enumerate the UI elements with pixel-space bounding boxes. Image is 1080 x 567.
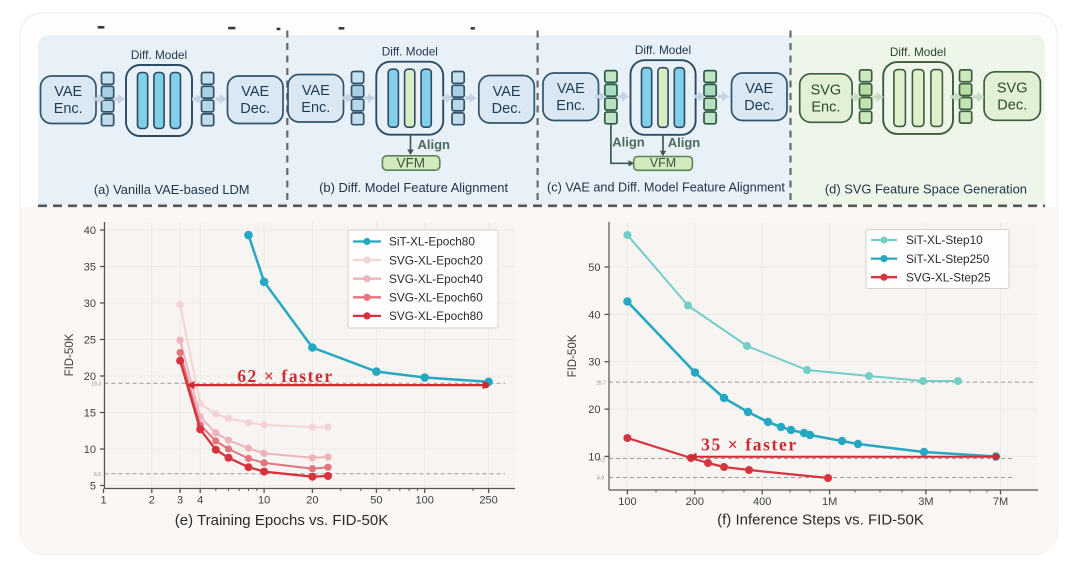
svg-text:1: 1 xyxy=(100,495,106,507)
svg-text:Diff. Model: Diff. Model xyxy=(890,45,946,59)
svg-text:6.6: 6.6 xyxy=(94,472,101,478)
svg-text:10: 10 xyxy=(84,444,96,456)
svg-text:Diff. Model: Diff. Model xyxy=(382,45,438,59)
svg-text:SiT-XL-Epoch80: SiT-XL-Epoch80 xyxy=(389,235,475,249)
svg-text:SVG-XL-Epoch40: SVG-XL-Epoch40 xyxy=(389,272,483,286)
svg-text:35: 35 xyxy=(84,262,96,274)
svg-text:Enc.: Enc. xyxy=(811,100,840,116)
svg-text:Diff. Model: Diff. Model xyxy=(131,48,187,62)
svg-text:100: 100 xyxy=(416,495,434,507)
svg-text:35 × faster: 35 × faster xyxy=(701,435,798,455)
svg-text:20: 20 xyxy=(84,371,96,383)
svg-text:30: 30 xyxy=(84,298,96,310)
svg-text:19.3: 19.3 xyxy=(91,382,101,388)
svg-text:VAE: VAE xyxy=(54,84,82,100)
svg-text:250: 250 xyxy=(479,495,497,507)
svg-text:Enc.: Enc. xyxy=(54,101,83,117)
svg-text:SVG: SVG xyxy=(811,83,842,99)
svg-text:30: 30 xyxy=(588,357,600,369)
svg-text:15: 15 xyxy=(84,408,96,420)
svg-text:(c) VAE and Diff. Model Featur: (c) VAE and Diff. Model Feature Alignmen… xyxy=(547,181,785,195)
svg-text:20: 20 xyxy=(588,404,600,416)
svg-text:50: 50 xyxy=(588,262,600,274)
svg-text:Dec.: Dec. xyxy=(240,101,270,117)
svg-text:SiT-XL-Step250: SiT-XL-Step250 xyxy=(906,252,990,266)
svg-text:Enc.: Enc. xyxy=(556,98,585,114)
svg-text:VAE: VAE xyxy=(302,83,330,99)
svg-text:SVG-XL-Step25: SVG-XL-Step25 xyxy=(906,270,991,284)
svg-text:VFM: VFM xyxy=(397,155,426,170)
svg-text:VAE: VAE xyxy=(745,81,773,97)
svg-text:4: 4 xyxy=(197,495,203,507)
svg-text:Dec.: Dec. xyxy=(492,101,522,117)
svg-text:(d) SVG Feature Space Generati: (d) SVG Feature Space Generation xyxy=(825,182,1027,197)
svg-text:50: 50 xyxy=(370,495,382,507)
svg-text:3: 3 xyxy=(177,495,183,507)
svg-text:20: 20 xyxy=(306,495,318,507)
svg-text:7M: 7M xyxy=(993,496,1008,508)
svg-text:VAE: VAE xyxy=(557,81,585,97)
svg-text:10: 10 xyxy=(588,451,600,463)
svg-text:3M: 3M xyxy=(918,496,933,508)
svg-text:62 × faster: 62 × faster xyxy=(237,366,334,386)
svg-text:200: 200 xyxy=(686,496,704,508)
svg-text:SiT-XL-Step10: SiT-XL-Step10 xyxy=(906,233,983,247)
svg-text:2: 2 xyxy=(149,495,155,507)
svg-text:25: 25 xyxy=(84,335,96,347)
svg-text:Align: Align xyxy=(418,137,451,152)
svg-text:Align: Align xyxy=(668,135,701,150)
svg-text:VAE: VAE xyxy=(493,84,521,100)
svg-text:9.2: 9.2 xyxy=(598,458,605,464)
svg-text:40: 40 xyxy=(588,309,600,321)
svg-text:Enc.: Enc. xyxy=(301,100,330,116)
svg-text:4.9: 4.9 xyxy=(597,476,604,482)
svg-text:FID-50K: FID-50K xyxy=(64,333,76,376)
svg-text:VFM: VFM xyxy=(650,156,676,170)
svg-text:Dec.: Dec. xyxy=(744,98,774,114)
svg-text:SVG-XL-Epoch60: SVG-XL-Epoch60 xyxy=(389,291,483,305)
svg-text:Dec.: Dec. xyxy=(997,98,1027,114)
svg-text:SVG: SVG xyxy=(997,81,1028,97)
svg-text:SVG-XL-Epoch80: SVG-XL-Epoch80 xyxy=(389,309,483,323)
svg-text:1M: 1M xyxy=(822,496,837,508)
svg-text:400: 400 xyxy=(753,496,771,508)
svg-text:FID-50K: FID-50K xyxy=(567,334,579,377)
svg-text:(f) Inference Steps vs. FID-50: (f) Inference Steps vs. FID-50K xyxy=(717,512,924,529)
svg-text:(e) Training Epochs vs. FID-50: (e) Training Epochs vs. FID-50K xyxy=(175,512,388,529)
svg-text:5: 5 xyxy=(90,481,96,493)
svg-text:100: 100 xyxy=(618,496,636,508)
svg-text:SVG-XL-Epoch20: SVG-XL-Epoch20 xyxy=(389,253,483,267)
svg-text:(a) Vanilla VAE-based LDM: (a) Vanilla VAE-based LDM xyxy=(94,182,250,197)
svg-text:Diff. Model: Diff. Model xyxy=(635,43,691,57)
svg-text:VAE: VAE xyxy=(241,84,269,100)
svg-text:(b) Diff. Model Feature Alignm: (b) Diff. Model Feature Alignment xyxy=(319,180,508,195)
svg-text:10: 10 xyxy=(258,495,270,507)
svg-text:25.7: 25.7 xyxy=(596,381,606,387)
svg-text:Align: Align xyxy=(612,135,645,150)
svg-text:40: 40 xyxy=(84,225,96,237)
